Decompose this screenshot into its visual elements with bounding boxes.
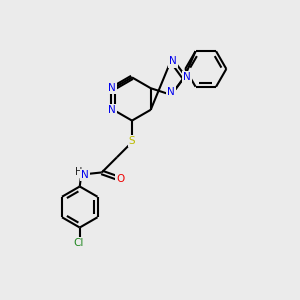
Text: N: N xyxy=(183,72,191,82)
Text: N: N xyxy=(108,83,116,93)
Text: N: N xyxy=(169,56,177,66)
Text: O: O xyxy=(116,174,124,184)
Text: N: N xyxy=(108,105,116,115)
Text: N: N xyxy=(81,170,89,180)
Text: H: H xyxy=(75,167,82,177)
Text: Cl: Cl xyxy=(73,238,83,248)
Text: S: S xyxy=(129,136,135,146)
Text: N: N xyxy=(167,88,175,98)
